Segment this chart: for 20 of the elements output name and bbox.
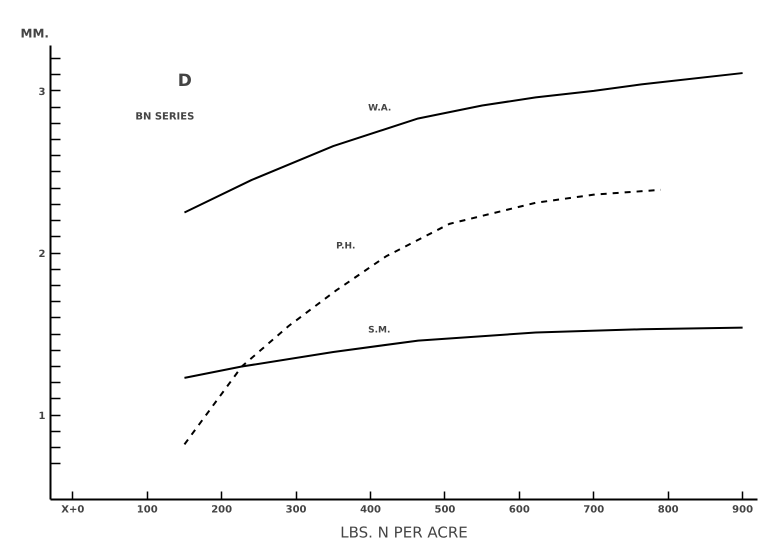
x-tick-label: 800	[658, 504, 679, 516]
x-tick-label: 500	[434, 504, 456, 516]
series-label: W.A.	[368, 103, 392, 114]
x-tick-label: X+0	[61, 504, 84, 516]
x-tick-label: 700	[583, 504, 604, 516]
x-tick-label: 100	[136, 504, 158, 516]
x-tick-label: 300	[286, 504, 307, 516]
text: D	[178, 70, 192, 91]
text: BN SERIES	[135, 112, 194, 123]
y-axis-title: MM.	[20, 26, 49, 40]
series-label: S.M.	[368, 326, 390, 336]
x-axis-title: LBS. N PER ACRE	[340, 524, 468, 542]
y-tick-label: 2	[38, 249, 46, 260]
y-tick-label: 3	[38, 86, 46, 98]
y-tick-label: 1	[38, 411, 46, 422]
x-tick-label: 200	[211, 504, 232, 516]
x-tick-label: 900	[732, 504, 754, 516]
x-tick-label: 400	[360, 504, 381, 516]
x-tick-label: 600	[508, 504, 530, 516]
text: P.H.	[336, 241, 356, 252]
